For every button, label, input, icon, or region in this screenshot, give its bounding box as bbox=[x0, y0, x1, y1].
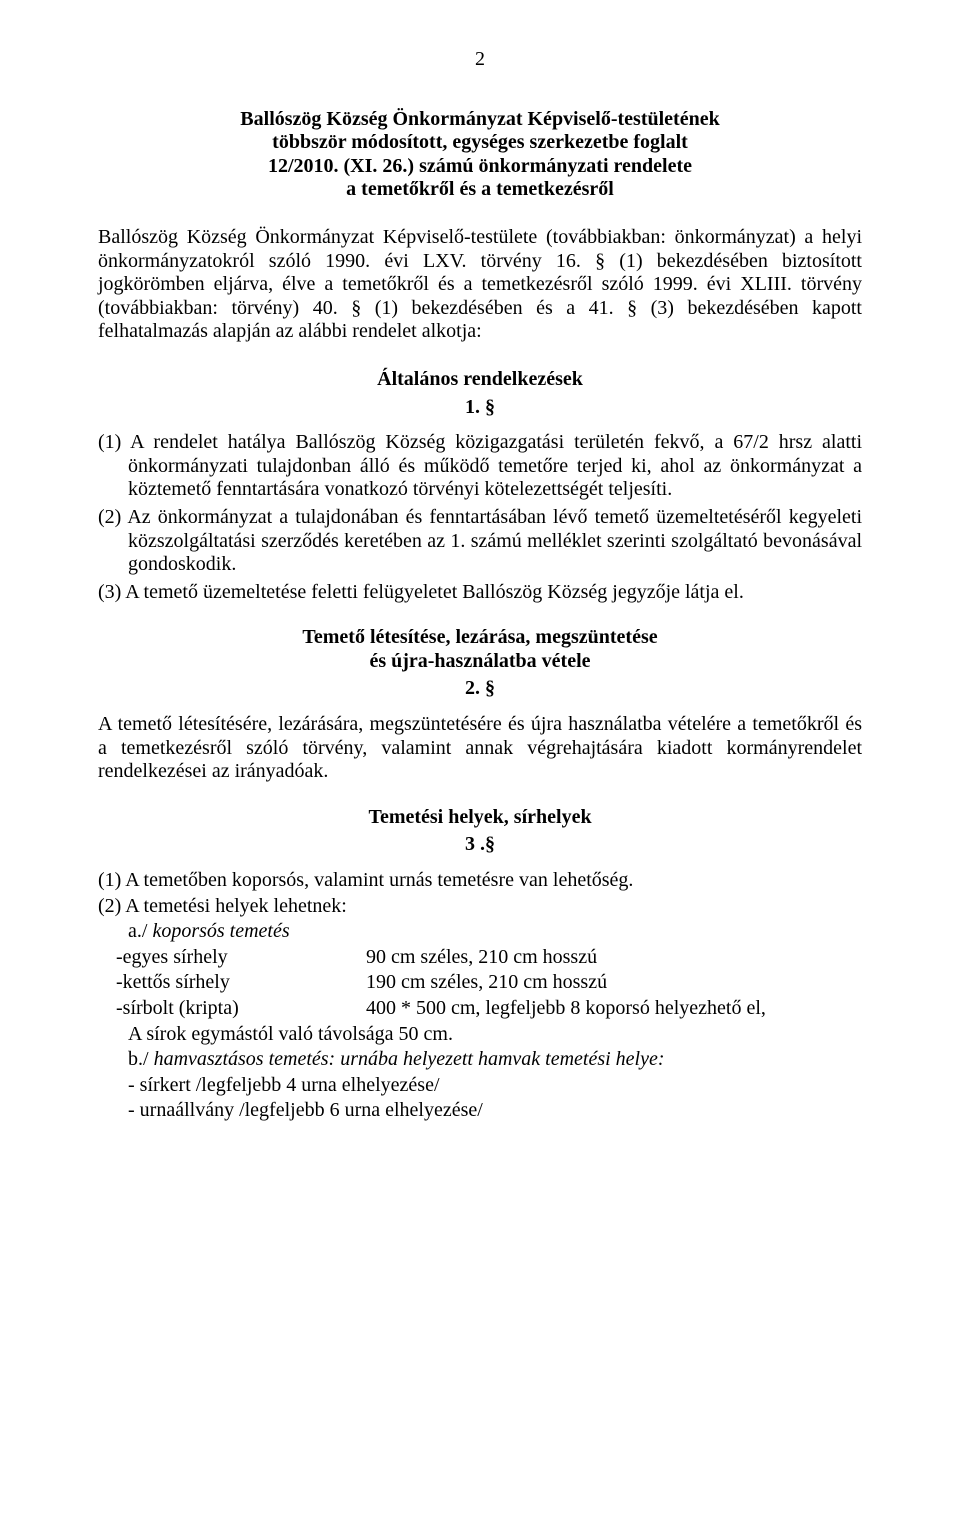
title-line-1: Ballószög Község Önkormányzat Képviselő-… bbox=[98, 108, 862, 132]
section-1-para-1: (1) A rendelet hatálya Ballószög Község … bbox=[98, 431, 862, 502]
title-line-3: 12/2010. (XI. 26.) számú önkormányzati r… bbox=[98, 155, 862, 179]
document-page: 2 Ballószög Község Önkormányzat Képvisel… bbox=[0, 0, 960, 1513]
section-2-number: 2. § bbox=[98, 677, 862, 701]
item-a: a./ koporsós temetés bbox=[98, 920, 862, 944]
item-a-tail: A sírok egymástól való távolsága 50 cm. bbox=[98, 1023, 862, 1047]
item-b-text: hamvasztásos temetés: urnába helyezett h… bbox=[154, 1048, 665, 1070]
measure-3-label: -sírbolt (kripta) bbox=[98, 997, 366, 1021]
measure-3-value: 400 * 500 cm, legfeljebb 8 koporsó helye… bbox=[366, 997, 862, 1021]
section-1-para-3: (3) A temető üzemeltetése feletti felügy… bbox=[98, 581, 862, 605]
measure-1-value: 90 cm széles, 210 cm hosszú bbox=[366, 946, 862, 970]
title-line-2: többször módosított, egységes szerkezetb… bbox=[98, 131, 862, 155]
measure-row-3: -sírbolt (kripta) 400 * 500 cm, legfelje… bbox=[98, 997, 862, 1021]
section-1-title: Általános rendelkezések bbox=[98, 368, 862, 392]
measure-row-1: -egyes sírhely 90 cm széles, 210 cm hoss… bbox=[98, 946, 862, 970]
measure-1-label: -egyes sírhely bbox=[98, 946, 366, 970]
section-1-para-2: (2) Az önkormányzat a tulajdonában és fe… bbox=[98, 506, 862, 577]
title-line-4: a temetőkről és a temetkezésről bbox=[98, 178, 862, 202]
section-2-title-line2: és újra-használatba vétele bbox=[98, 650, 862, 674]
document-title: Ballószög Község Önkormányzat Képviselő-… bbox=[98, 108, 862, 202]
section-3-title: Temetési helyek, sírhelyek bbox=[98, 806, 862, 830]
section-3-para-2: (2) A temetési helyek lehetnek: bbox=[98, 895, 862, 919]
section-2-title-line1: Temető létesítése, lezárása, megszünteté… bbox=[98, 626, 862, 650]
preamble-paragraph: Ballószög Község Önkormányzat Képviselő-… bbox=[98, 226, 862, 344]
item-b-line2: - urnaállvány /legfeljebb 6 urna elhelye… bbox=[98, 1099, 862, 1123]
measure-row-2: -kettős sírhely 190 cm széles, 210 cm ho… bbox=[98, 971, 862, 995]
item-a-label: a./ bbox=[128, 920, 147, 942]
item-b-label: b./ bbox=[128, 1048, 149, 1070]
measure-2-value: 190 cm széles, 210 cm hosszú bbox=[366, 971, 862, 995]
item-a-text: koporsós temetés bbox=[152, 920, 289, 942]
section-2-body: A temető létesítésére, lezárására, megsz… bbox=[98, 713, 862, 784]
section-3-para-1: (1) A temetőben koporsós, valamint urnás… bbox=[98, 869, 862, 893]
item-b: b./ hamvasztásos temetés: urnába helyeze… bbox=[98, 1048, 862, 1072]
section-3-number: 3 .§ bbox=[98, 833, 862, 857]
item-b-line1: - sírkert /legfeljebb 4 urna elhelyezése… bbox=[98, 1074, 862, 1098]
page-number: 2 bbox=[98, 48, 862, 72]
measure-2-label: -kettős sírhely bbox=[98, 971, 366, 995]
section-1-number: 1. § bbox=[98, 396, 862, 420]
